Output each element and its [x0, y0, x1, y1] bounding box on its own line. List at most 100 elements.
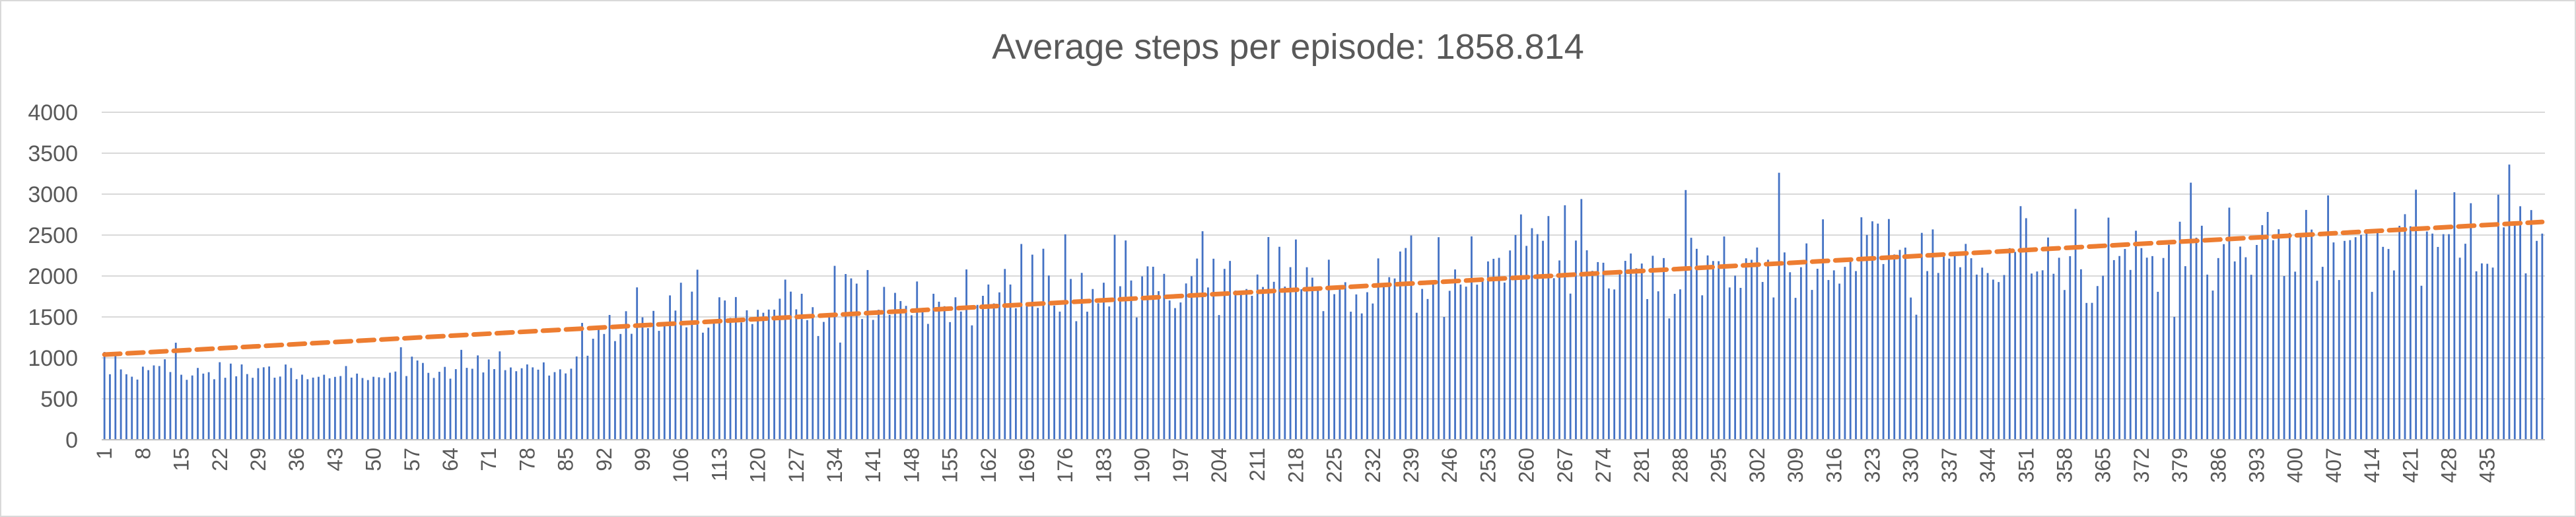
bar: [1668, 318, 1671, 440]
bar: [2404, 214, 2406, 440]
bar: [2064, 290, 2066, 440]
bar: [1393, 278, 1396, 440]
bar: [301, 374, 303, 440]
bar: [158, 366, 160, 440]
bar: [306, 379, 309, 440]
x-tick-label: 274: [1591, 448, 1615, 483]
bar: [2470, 203, 2472, 440]
bar: [2250, 275, 2252, 440]
bar: [845, 274, 847, 440]
bar: [1125, 240, 1127, 440]
bar: [965, 269, 967, 440]
bar: [559, 369, 561, 440]
bar: [1119, 286, 1121, 440]
x-tick-label: 239: [1399, 448, 1423, 483]
bar: [2316, 281, 2318, 440]
bar: [581, 323, 583, 440]
bar: [619, 333, 622, 440]
bar: [784, 279, 786, 440]
bar: [1492, 258, 1495, 440]
x-tick-label: 29: [246, 448, 270, 471]
bar: [235, 376, 238, 440]
bar: [2365, 232, 2368, 440]
x-tick-label: 183: [1092, 448, 1115, 483]
y-tick-label: 3500: [28, 141, 78, 166]
x-tick-label: 386: [2206, 448, 2230, 483]
bar: [2195, 237, 2198, 440]
bar: [1893, 254, 1896, 440]
trendline: [102, 219, 2545, 357]
bar: [466, 368, 468, 440]
bar: [2437, 246, 2439, 440]
bar: [2041, 270, 2044, 440]
bar: [878, 310, 880, 440]
bar: [1185, 283, 1187, 440]
bar: [762, 312, 765, 440]
bar: [1020, 244, 1023, 440]
bar: [2019, 206, 2022, 440]
bar: [2102, 275, 2105, 440]
bar: [608, 315, 611, 440]
bar: [2288, 232, 2291, 440]
bar: [1042, 248, 1045, 440]
x-tick-label: 78: [515, 448, 539, 471]
x-tick-label: 176: [1053, 448, 1077, 483]
bar: [1272, 281, 1275, 440]
bar: [1679, 289, 1681, 440]
bar: [153, 365, 155, 440]
bar: [2448, 234, 2450, 440]
bar: [1383, 286, 1385, 440]
y-tick-label: 3000: [28, 182, 78, 207]
x-tick-label: 421: [2398, 448, 2422, 483]
bar: [2162, 258, 2165, 440]
x-tick-label: 36: [285, 448, 308, 471]
bar: [1965, 244, 1967, 440]
bar: [1350, 312, 1352, 440]
bar: [1179, 302, 1182, 440]
bar: [1443, 317, 1445, 440]
bar: [718, 297, 720, 440]
y-tick-label: 2000: [28, 264, 78, 289]
bar: [1915, 314, 1918, 440]
bar: [1047, 275, 1050, 440]
bar: [537, 369, 540, 440]
x-tick-label: 99: [631, 448, 654, 471]
bar: [482, 372, 485, 440]
bar: [1498, 258, 1500, 440]
bar: [2014, 252, 2017, 440]
bar: [444, 366, 446, 440]
bar: [285, 364, 287, 440]
bar: [1201, 231, 1204, 440]
bar: [899, 300, 902, 440]
bar: [630, 333, 633, 440]
bar: [131, 376, 133, 440]
bar: [696, 269, 699, 440]
x-tick-label: 155: [938, 448, 962, 483]
bar: [2112, 259, 2115, 440]
bar: [1585, 250, 1588, 440]
bar: [2349, 240, 2351, 440]
bar: [586, 355, 589, 440]
x-tick-label: 379: [2168, 448, 2192, 483]
bar: [652, 310, 655, 440]
trendline-group: [102, 219, 2545, 357]
bar: [2392, 270, 2395, 440]
x-tick-label: 225: [1323, 448, 1346, 483]
bar: [1663, 258, 1665, 440]
bar: [1113, 234, 1116, 440]
bar: [2124, 249, 2126, 440]
bar: [318, 376, 320, 440]
bar: [169, 372, 172, 440]
x-tick-label: 127: [784, 448, 808, 483]
bar: [361, 378, 364, 440]
bar: [213, 379, 215, 440]
bar: [1690, 238, 1692, 440]
bar: [207, 372, 210, 440]
x-tick-label: 141: [861, 448, 885, 483]
x-tick-label: 134: [823, 448, 847, 483]
bar: [1920, 232, 1923, 440]
y-tick-label: 1500: [28, 305, 78, 330]
bar: [2305, 209, 2307, 440]
bar: [1981, 267, 1984, 440]
bar: [757, 310, 759, 440]
